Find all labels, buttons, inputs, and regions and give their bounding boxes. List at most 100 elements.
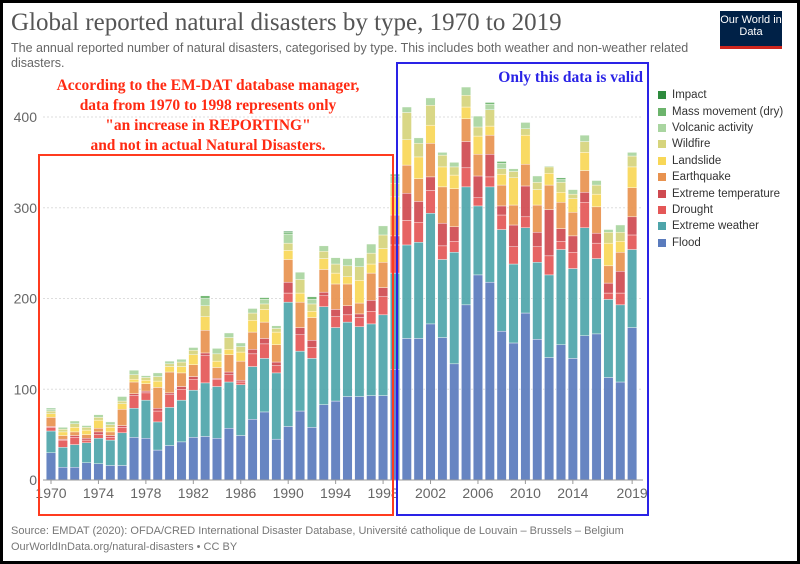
bar-segment-wildfire[interactable] bbox=[176, 361, 187, 367]
bar-segment-flood[interactable] bbox=[81, 462, 92, 481]
bar-stack-1988[interactable] bbox=[259, 297, 270, 481]
bar-segment-flood[interactable] bbox=[129, 437, 139, 481]
bar-segment-landslide[interactable] bbox=[461, 106, 471, 120]
bar-segment-extreme-weather[interactable] bbox=[484, 186, 495, 283]
bar-segment-wildfire[interactable] bbox=[140, 377, 151, 381]
bar-segment-earthquake[interactable] bbox=[425, 143, 436, 178]
bar-segment-landslide[interactable] bbox=[69, 427, 80, 433]
bar-segment-wildfire[interactable] bbox=[615, 232, 626, 242]
bar-segment-flood[interactable] bbox=[449, 363, 460, 481]
bar-stack-1997[interactable] bbox=[366, 243, 377, 481]
bar-segment-flood[interactable] bbox=[366, 395, 377, 481]
bar-segment-mass-movement-dry[interactable] bbox=[46, 408, 56, 410]
bar-segment-extreme-weather[interactable] bbox=[496, 229, 507, 332]
bar-segment-wildfire[interactable] bbox=[200, 305, 211, 317]
bar-segment-extreme-temperature[interactable] bbox=[247, 349, 258, 355]
bar-segment-extreme-temperature[interactable] bbox=[271, 361, 282, 366]
bar-segment-volcanic-activity[interactable] bbox=[390, 175, 400, 184]
bar-segment-extreme-weather[interactable] bbox=[46, 430, 56, 453]
legend-item[interactable]: Drought bbox=[658, 202, 783, 218]
bar-segment-volcanic-activity[interactable] bbox=[271, 325, 282, 329]
bar-segment-extreme-temperature[interactable] bbox=[105, 435, 116, 438]
bar-segment-wildfire[interactable] bbox=[330, 263, 341, 274]
bar-segment-volcanic-activity[interactable] bbox=[496, 163, 507, 169]
bar-segment-earthquake[interactable] bbox=[567, 212, 578, 237]
bar-stack-1985[interactable] bbox=[223, 332, 234, 481]
bar-segment-earthquake[interactable] bbox=[259, 321, 270, 339]
bar-segment-landslide[interactable] bbox=[235, 351, 246, 362]
bar-segment-landslide[interactable] bbox=[283, 250, 294, 260]
bar-segment-extreme-temperature[interactable] bbox=[591, 232, 602, 244]
bar-segment-extreme-weather[interactable] bbox=[105, 439, 116, 466]
bar-segment-earthquake[interactable] bbox=[366, 272, 377, 301]
bar-segment-extreme-temperature[interactable] bbox=[567, 235, 578, 253]
bar-segment-extreme-weather[interactable] bbox=[425, 212, 436, 325]
bar-segment-earthquake[interactable] bbox=[105, 431, 116, 436]
bar-stack-2014[interactable] bbox=[567, 189, 578, 481]
bar-segment-flood[interactable] bbox=[318, 404, 329, 481]
legend-item[interactable]: Landslide bbox=[658, 153, 783, 169]
bar-segment-flood[interactable] bbox=[271, 438, 282, 481]
bar-segment-drought[interactable] bbox=[437, 245, 448, 260]
bar-segment-extreme-temperature[interactable] bbox=[496, 205, 507, 216]
bar-segment-landslide[interactable] bbox=[318, 258, 329, 270]
bar-segment-earthquake[interactable] bbox=[508, 204, 519, 226]
legend-item[interactable]: Extreme temperature bbox=[658, 185, 783, 201]
bar-segment-wildfire[interactable] bbox=[413, 143, 424, 158]
bar-segment-wildfire[interactable] bbox=[508, 171, 519, 179]
bar-segment-landslide[interactable] bbox=[259, 309, 270, 323]
bar-segment-extreme-weather[interactable] bbox=[259, 358, 270, 413]
bar-segment-mass-movement-dry[interactable] bbox=[390, 173, 400, 177]
bar-segment-drought[interactable] bbox=[129, 395, 139, 409]
bar-segment-landslide[interactable] bbox=[615, 241, 626, 253]
bar-segment-volcanic-activity[interactable] bbox=[283, 233, 294, 244]
bar-segment-extreme-weather[interactable] bbox=[164, 407, 175, 446]
bar-segment-drought[interactable] bbox=[342, 314, 353, 323]
bar-segment-flood[interactable] bbox=[567, 358, 578, 481]
bar-segment-wildfire[interactable] bbox=[212, 353, 222, 362]
bar-segment-volcanic-activity[interactable] bbox=[556, 179, 566, 183]
source-url[interactable]: OurWorldInData.org/natural-disasters • C… bbox=[11, 541, 238, 553]
bar-segment-drought[interactable] bbox=[544, 255, 555, 276]
bar-stack-2018[interactable] bbox=[615, 224, 626, 481]
bar-segment-extreme-temperature[interactable] bbox=[259, 338, 270, 345]
bar-segment-flood[interactable] bbox=[164, 445, 175, 481]
bar-segment-extreme-weather[interactable] bbox=[627, 249, 638, 328]
bar-segment-volcanic-activity[interactable] bbox=[401, 106, 412, 113]
bar-segment-extreme-temperature[interactable] bbox=[615, 271, 626, 294]
bar-segment-drought[interactable] bbox=[188, 379, 199, 391]
bar-segment-drought[interactable] bbox=[176, 389, 187, 401]
bar-segment-volcanic-activity[interactable] bbox=[117, 396, 128, 402]
legend-item[interactable]: Wildfire bbox=[658, 136, 783, 152]
bar-segment-extreme-temperature[interactable] bbox=[366, 300, 377, 312]
bar-segment-flood[interactable] bbox=[57, 467, 68, 481]
bar-stack-1991[interactable] bbox=[295, 271, 305, 481]
bar-segment-drought[interactable] bbox=[235, 381, 246, 385]
bar-stack-2009[interactable] bbox=[508, 168, 519, 481]
bar-stack-1993[interactable] bbox=[318, 245, 329, 481]
bar-segment-volcanic-activity[interactable] bbox=[235, 342, 246, 347]
bar-segment-extreme-weather[interactable] bbox=[354, 326, 365, 397]
bar-segment-volcanic-activity[interactable] bbox=[567, 189, 578, 195]
bar-segment-earthquake[interactable] bbox=[449, 188, 460, 228]
bar-segment-volcanic-activity[interactable] bbox=[93, 414, 104, 418]
bar-segment-extreme-weather[interactable] bbox=[520, 227, 531, 314]
bar-segment-flood[interactable] bbox=[152, 449, 163, 481]
bar-segment-flood[interactable] bbox=[330, 400, 341, 481]
bar-segment-drought[interactable] bbox=[81, 439, 92, 443]
bar-segment-drought[interactable] bbox=[627, 234, 638, 250]
bar-segment-wildfire[interactable] bbox=[164, 363, 175, 367]
bar-segment-flood[interactable] bbox=[105, 465, 116, 481]
bar-segment-extreme-temperature[interactable] bbox=[473, 175, 483, 198]
bar-segment-earthquake[interactable] bbox=[413, 178, 424, 202]
bar-stack-2012[interactable] bbox=[544, 165, 555, 481]
bar-segment-volcanic-activity[interactable] bbox=[603, 229, 614, 233]
bar-segment-flood[interactable] bbox=[223, 428, 234, 481]
bar-segment-earthquake[interactable] bbox=[176, 372, 187, 387]
bar-segment-landslide[interactable] bbox=[200, 316, 211, 331]
bar-stack-2013[interactable] bbox=[556, 177, 566, 481]
bar-segment-extreme-weather[interactable] bbox=[603, 299, 614, 378]
bar-segment-flood[interactable] bbox=[46, 452, 56, 481]
bar-segment-extreme-temperature[interactable] bbox=[579, 192, 590, 203]
bar-segment-wildfire[interactable] bbox=[401, 112, 412, 140]
